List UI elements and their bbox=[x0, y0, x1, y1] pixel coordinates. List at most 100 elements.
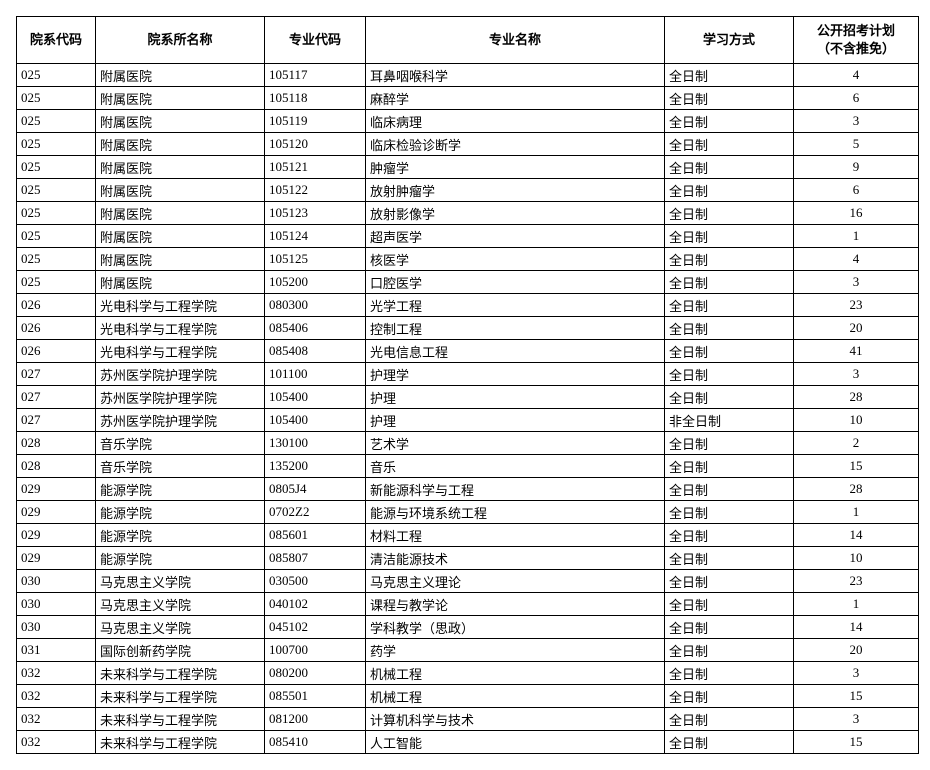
cell-majorName: 材料工程 bbox=[366, 524, 665, 547]
cell-majorCode: 030500 bbox=[265, 570, 366, 593]
cell-mode: 全日制 bbox=[665, 87, 794, 110]
cell-deptName: 马克思主义学院 bbox=[96, 616, 265, 639]
cell-deptName: 附属医院 bbox=[96, 271, 265, 294]
cell-deptCode: 025 bbox=[17, 87, 96, 110]
table-row: 032未来科学与工程学院080200机械工程全日制3 bbox=[17, 662, 919, 685]
cell-majorName: 艺术学 bbox=[366, 432, 665, 455]
cell-majorCode: 085408 bbox=[265, 340, 366, 363]
cell-majorCode: 105119 bbox=[265, 110, 366, 133]
cell-deptName: 光电科学与工程学院 bbox=[96, 340, 265, 363]
cell-majorName: 放射肿瘤学 bbox=[366, 179, 665, 202]
cell-deptName: 音乐学院 bbox=[96, 455, 265, 478]
table-row: 028音乐学院130100艺术学全日制2 bbox=[17, 432, 919, 455]
table-row: 027苏州医学院护理学院101100护理学全日制3 bbox=[17, 363, 919, 386]
cell-deptName: 附属医院 bbox=[96, 64, 265, 87]
cell-mode: 非全日制 bbox=[665, 409, 794, 432]
cell-mode: 全日制 bbox=[665, 317, 794, 340]
cell-majorCode: 105118 bbox=[265, 87, 366, 110]
table-row: 026光电科学与工程学院085406控制工程全日制20 bbox=[17, 317, 919, 340]
cell-mode: 全日制 bbox=[665, 271, 794, 294]
cell-mode: 全日制 bbox=[665, 294, 794, 317]
table-row: 030马克思主义学院040102课程与教学论全日制1 bbox=[17, 593, 919, 616]
table-row: 032未来科学与工程学院081200计算机科学与技术全日制3 bbox=[17, 708, 919, 731]
header-deptName: 院系所名称 bbox=[96, 17, 265, 64]
cell-majorName: 临床检验诊断学 bbox=[366, 133, 665, 156]
table-row: 025附属医院105119临床病理全日制3 bbox=[17, 110, 919, 133]
cell-deptName: 未来科学与工程学院 bbox=[96, 685, 265, 708]
cell-deptCode: 032 bbox=[17, 662, 96, 685]
cell-deptCode: 032 bbox=[17, 708, 96, 731]
cell-majorCode: 085501 bbox=[265, 685, 366, 708]
cell-deptCode: 028 bbox=[17, 432, 96, 455]
cell-deptCode: 030 bbox=[17, 570, 96, 593]
cell-deptName: 附属医院 bbox=[96, 87, 265, 110]
cell-mode: 全日制 bbox=[665, 639, 794, 662]
table-row: 032未来科学与工程学院085410人工智能全日制15 bbox=[17, 731, 919, 754]
cell-quota: 1 bbox=[794, 501, 919, 524]
table-row: 025附属医院105124超声医学全日制1 bbox=[17, 225, 919, 248]
cell-deptCode: 031 bbox=[17, 639, 96, 662]
cell-mode: 全日制 bbox=[665, 731, 794, 754]
cell-majorCode: 130100 bbox=[265, 432, 366, 455]
cell-deptName: 附属医院 bbox=[96, 133, 265, 156]
table-row: 025附属医院105117耳鼻咽喉科学全日制4 bbox=[17, 64, 919, 87]
cell-mode: 全日制 bbox=[665, 156, 794, 179]
cell-mode: 全日制 bbox=[665, 616, 794, 639]
cell-deptCode: 029 bbox=[17, 478, 96, 501]
cell-deptCode: 027 bbox=[17, 363, 96, 386]
cell-majorCode: 0805J4 bbox=[265, 478, 366, 501]
header-deptCode: 院系代码 bbox=[17, 17, 96, 64]
cell-majorName: 核医学 bbox=[366, 248, 665, 271]
cell-majorCode: 105122 bbox=[265, 179, 366, 202]
cell-deptCode: 029 bbox=[17, 501, 96, 524]
cell-deptName: 马克思主义学院 bbox=[96, 593, 265, 616]
cell-quota: 14 bbox=[794, 616, 919, 639]
table-header: 院系代码院系所名称专业代码专业名称学习方式公开招考计划（不含推免） bbox=[17, 17, 919, 64]
cell-mode: 全日制 bbox=[665, 202, 794, 225]
cell-majorName: 计算机科学与技术 bbox=[366, 708, 665, 731]
cell-deptName: 光电科学与工程学院 bbox=[96, 317, 265, 340]
cell-majorCode: 085406 bbox=[265, 317, 366, 340]
cell-quota: 4 bbox=[794, 64, 919, 87]
cell-deptCode: 025 bbox=[17, 248, 96, 271]
cell-mode: 全日制 bbox=[665, 593, 794, 616]
table-row: 027苏州医学院护理学院105400护理非全日制10 bbox=[17, 409, 919, 432]
cell-deptName: 能源学院 bbox=[96, 524, 265, 547]
cell-deptName: 光电科学与工程学院 bbox=[96, 294, 265, 317]
cell-majorCode: 080200 bbox=[265, 662, 366, 685]
enrollment-plan-table: 院系代码院系所名称专业代码专业名称学习方式公开招考计划（不含推免） 025附属医… bbox=[16, 16, 919, 754]
cell-quota: 5 bbox=[794, 133, 919, 156]
cell-majorName: 控制工程 bbox=[366, 317, 665, 340]
cell-mode: 全日制 bbox=[665, 524, 794, 547]
cell-mode: 全日制 bbox=[665, 501, 794, 524]
cell-quota: 3 bbox=[794, 662, 919, 685]
cell-majorName: 课程与教学论 bbox=[366, 593, 665, 616]
cell-deptName: 能源学院 bbox=[96, 478, 265, 501]
cell-majorCode: 135200 bbox=[265, 455, 366, 478]
cell-quota: 15 bbox=[794, 455, 919, 478]
cell-majorCode: 105125 bbox=[265, 248, 366, 271]
cell-mode: 全日制 bbox=[665, 225, 794, 248]
cell-majorCode: 085410 bbox=[265, 731, 366, 754]
cell-mode: 全日制 bbox=[665, 386, 794, 409]
cell-deptName: 附属医院 bbox=[96, 248, 265, 271]
table-row: 029能源学院085601材料工程全日制14 bbox=[17, 524, 919, 547]
cell-deptCode: 029 bbox=[17, 524, 96, 547]
cell-quota: 20 bbox=[794, 317, 919, 340]
cell-majorName: 护理学 bbox=[366, 363, 665, 386]
table-row: 025附属医院105125核医学全日制4 bbox=[17, 248, 919, 271]
table-row: 030马克思主义学院045102学科教学（思政）全日制14 bbox=[17, 616, 919, 639]
cell-majorName: 肿瘤学 bbox=[366, 156, 665, 179]
cell-quota: 6 bbox=[794, 179, 919, 202]
cell-majorCode: 085601 bbox=[265, 524, 366, 547]
cell-majorName: 耳鼻咽喉科学 bbox=[366, 64, 665, 87]
cell-majorName: 清洁能源技术 bbox=[366, 547, 665, 570]
cell-majorName: 放射影像学 bbox=[366, 202, 665, 225]
cell-mode: 全日制 bbox=[665, 547, 794, 570]
cell-majorName: 药学 bbox=[366, 639, 665, 662]
cell-majorCode: 085807 bbox=[265, 547, 366, 570]
cell-mode: 全日制 bbox=[665, 478, 794, 501]
cell-deptCode: 026 bbox=[17, 340, 96, 363]
cell-deptName: 苏州医学院护理学院 bbox=[96, 386, 265, 409]
cell-majorName: 音乐 bbox=[366, 455, 665, 478]
